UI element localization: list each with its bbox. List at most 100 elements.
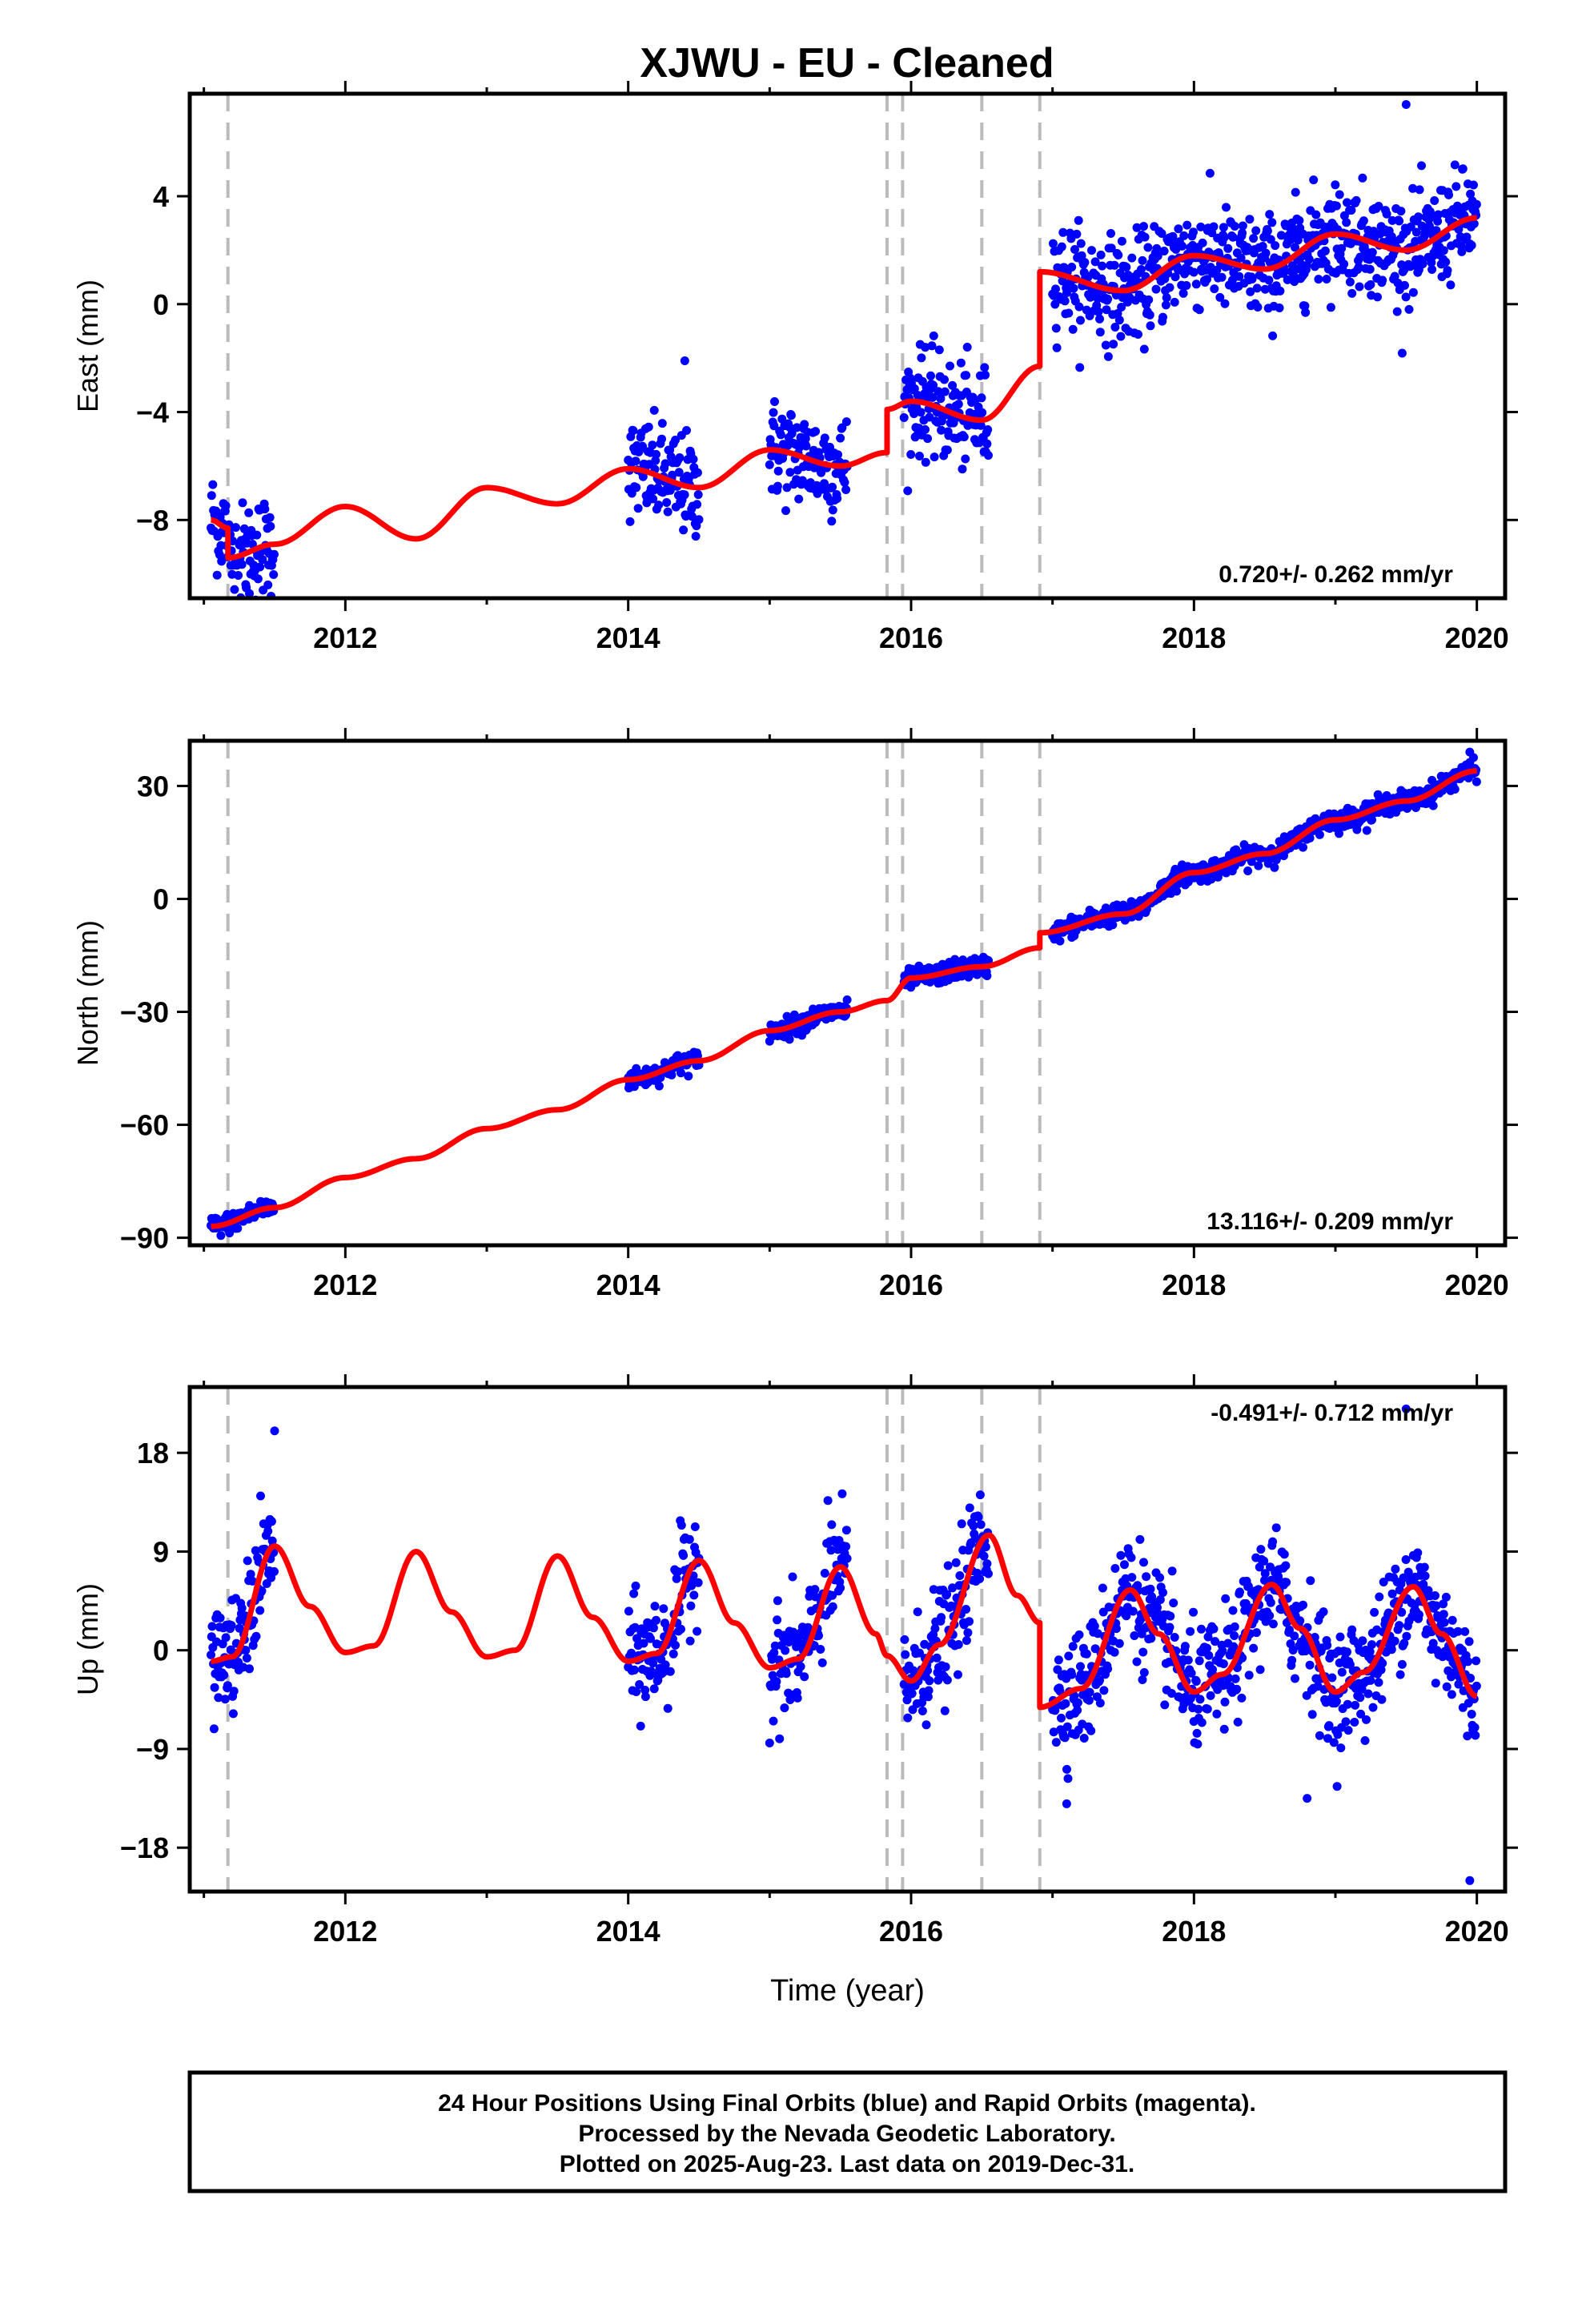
data-point: [1387, 1645, 1396, 1655]
data-point: [1139, 1668, 1149, 1677]
data-point: [1060, 1733, 1070, 1743]
data-point: [1217, 272, 1227, 282]
data-point: [900, 1634, 909, 1644]
data-point: [901, 1650, 910, 1659]
data-point: [1401, 99, 1411, 109]
data-point: [1376, 1665, 1386, 1675]
data-point: [269, 570, 279, 579]
data-point: [1454, 1679, 1464, 1689]
data-point: [1110, 323, 1120, 332]
data-point: [773, 481, 782, 491]
data-point: [242, 583, 251, 593]
data-point: [917, 1707, 927, 1715]
data-point: [1136, 265, 1146, 274]
data-point: [823, 1496, 833, 1506]
data-point: [1116, 332, 1126, 341]
data-point: [841, 1526, 851, 1535]
data-point: [927, 341, 937, 351]
x-tick-label: 2020: [1445, 1915, 1509, 1948]
data-point: [1252, 1628, 1261, 1638]
data-point: [1285, 1625, 1294, 1634]
data-point: [1116, 1550, 1126, 1560]
data-point: [940, 375, 949, 384]
data-point: [223, 1681, 232, 1691]
data-point: [1073, 1706, 1082, 1715]
data-point: [1418, 259, 1427, 269]
data-point: [962, 371, 971, 380]
data-point: [256, 1491, 265, 1501]
data-point: [794, 494, 804, 504]
data-point: [233, 600, 242, 609]
figure-title: XJWU - EU - Cleaned: [640, 40, 1054, 86]
data-point: [930, 452, 939, 462]
data-point: [841, 1542, 851, 1551]
data-point: [800, 1672, 809, 1682]
data-point: [1378, 275, 1387, 285]
footer-line-1: 24 Hour Positions Using Final Orbits (bl…: [438, 2090, 1256, 2117]
data-point: [627, 1648, 636, 1658]
data-point: [1276, 231, 1286, 240]
data-point: [1336, 1743, 1346, 1753]
data-point: [1049, 1727, 1058, 1737]
data-point: [207, 491, 216, 501]
data-point: [1358, 173, 1367, 183]
data-point: [673, 1567, 683, 1576]
data-point: [251, 1546, 260, 1555]
data-point: [1101, 340, 1110, 350]
data-point: [1367, 1640, 1376, 1650]
data-point: [974, 1512, 983, 1522]
data-point: [833, 494, 842, 503]
data-point: [1387, 1589, 1397, 1598]
data-point: [1258, 242, 1267, 251]
data-point: [915, 452, 924, 460]
data-point: [1090, 1622, 1099, 1630]
data-point: [630, 1622, 640, 1632]
data-point: [943, 1561, 953, 1570]
data-point: [638, 441, 647, 451]
data-point: [215, 1613, 225, 1622]
data-point: [1337, 243, 1347, 253]
data-point: [983, 425, 993, 434]
data-point: [1395, 1670, 1405, 1679]
data-point: [1263, 227, 1272, 235]
data-point: [800, 420, 809, 429]
data-point: [649, 1684, 659, 1694]
data-point: [1391, 1564, 1400, 1574]
data-point: [251, 1631, 261, 1641]
data-point: [216, 1231, 226, 1240]
y-axis-label: Up (mm): [71, 1583, 104, 1695]
data-point: [220, 1695, 230, 1704]
east-panel: 2012 2014 2016 2018 2020 −8 −4 0 4 East (mm) 0.720…: [71, 81, 1518, 654]
data-point: [1466, 189, 1476, 199]
data-point: [940, 387, 950, 396]
data-point: [1189, 267, 1199, 277]
data-point: [1138, 1675, 1147, 1684]
data-point: [1253, 303, 1263, 312]
data-point: [671, 1640, 680, 1650]
data-point: [1139, 1558, 1148, 1567]
data-point: [1264, 275, 1274, 285]
data-point: [1127, 1573, 1137, 1582]
data-point: [685, 1534, 694, 1544]
data-point: [826, 1546, 836, 1555]
data-point: [940, 1706, 950, 1715]
y-tick-label: −8: [136, 504, 169, 537]
data-point: [1428, 801, 1438, 810]
data-point: [1206, 1691, 1215, 1700]
data-point: [948, 380, 958, 390]
data-point: [1447, 1690, 1456, 1699]
data-point: [903, 486, 913, 496]
data-point: [982, 1559, 992, 1569]
data-point: [1158, 1588, 1167, 1598]
data-point: [776, 430, 785, 440]
data-point: [1260, 1569, 1270, 1578]
data-point: [811, 1592, 821, 1602]
data-point: [1220, 299, 1230, 308]
data-point: [1395, 1621, 1404, 1630]
x-tick-label: 2012: [313, 621, 377, 654]
data-point: [1134, 330, 1142, 339]
data-point: [1360, 1736, 1370, 1745]
data-point: [229, 1687, 239, 1696]
data-point: [1130, 1631, 1139, 1640]
data-point: [1374, 202, 1383, 211]
